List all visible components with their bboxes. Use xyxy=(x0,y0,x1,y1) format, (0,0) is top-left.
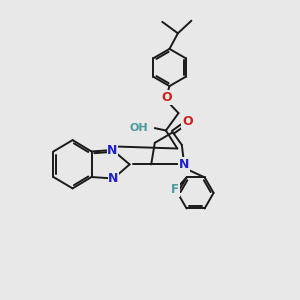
Text: O: O xyxy=(182,115,193,128)
Text: N: N xyxy=(179,158,189,171)
Text: O: O xyxy=(162,91,172,104)
Text: OH: OH xyxy=(129,123,148,133)
Text: F: F xyxy=(171,183,179,196)
Text: N: N xyxy=(108,172,118,185)
Text: N: N xyxy=(107,143,118,157)
